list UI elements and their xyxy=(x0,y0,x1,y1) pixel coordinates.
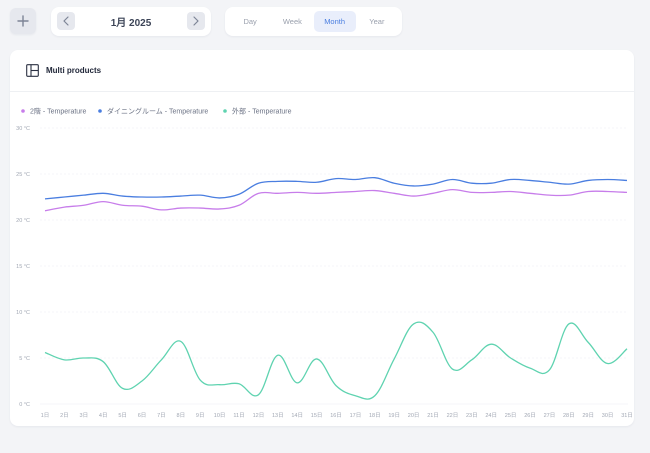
x-tick-label: 6日 xyxy=(138,412,147,419)
chevron-right-icon xyxy=(193,16,199,26)
x-tick-label: 5日 xyxy=(118,412,127,419)
tab-month[interactable]: Month xyxy=(313,11,356,32)
x-tick-label: 21日 xyxy=(427,412,439,419)
x-tick-label: 27日 xyxy=(544,412,556,419)
top-toolbar: 1月 2025 Day Week Month Year xyxy=(0,0,650,44)
y-tick-label: 15 °C xyxy=(16,264,30,270)
previous-month-button[interactable] xyxy=(57,12,75,30)
next-month-button[interactable] xyxy=(187,12,205,30)
x-tick-label: 24日 xyxy=(485,412,497,419)
panel-layout-icon xyxy=(26,64,39,77)
legend-item: 2階 - Temperature xyxy=(21,107,87,116)
y-tick-label: 5 °C xyxy=(19,356,30,362)
x-tick-label: 9日 xyxy=(196,412,205,419)
chart-card: Multi products 2階 - Temperature ダイニングルーム … xyxy=(10,50,634,426)
legend-item: ダイニングルーム - Temperature xyxy=(98,107,208,116)
y-tick-label: 25 °C xyxy=(16,172,30,178)
x-tick-label: 13日 xyxy=(272,412,284,419)
add-button[interactable] xyxy=(10,8,36,34)
legend-marker xyxy=(21,109,25,113)
x-tick-label: 22日 xyxy=(447,412,459,419)
x-tick-label: 15日 xyxy=(311,412,323,419)
legend-label: 2階 - Temperature xyxy=(30,107,87,116)
chevron-left-icon xyxy=(63,16,69,26)
legend-label: 外部 - Temperature xyxy=(232,107,292,116)
legend-label: ダイニングルーム - Temperature xyxy=(107,107,208,116)
x-tick-label: 8日 xyxy=(177,412,186,419)
x-tick-label: 30日 xyxy=(602,412,614,419)
x-tick-label: 16日 xyxy=(330,412,342,419)
x-tick-label: 31日 xyxy=(621,412,633,419)
x-tick-label: 26日 xyxy=(524,412,536,419)
card-title: Multi products xyxy=(46,66,102,75)
legend-item: 外部 - Temperature xyxy=(223,107,292,116)
x-tick-label: 2日 xyxy=(60,412,69,419)
x-tick-label: 20日 xyxy=(408,412,420,419)
legend-marker xyxy=(98,109,102,113)
x-tick-label: 1日 xyxy=(41,412,50,419)
y-tick-label: 10 °C xyxy=(16,310,30,316)
temperature-line-chart: 2階 - Temperature ダイニングルーム - Temperature 外部… xyxy=(16,107,633,420)
series-line-2 xyxy=(44,176,628,200)
card-header: Multi products xyxy=(10,50,634,92)
x-tick-label: 18日 xyxy=(369,412,381,419)
tab-day[interactable]: Day xyxy=(243,17,257,26)
legend-marker xyxy=(223,109,227,113)
y-tick-label: 30 °C xyxy=(16,126,30,132)
x-tick-label: 19日 xyxy=(388,412,400,419)
current-date-label: 1月 2025 xyxy=(110,18,152,29)
x-tick-label: 4日 xyxy=(99,412,108,419)
tab-week[interactable]: Week xyxy=(282,17,302,26)
x-tick-label: 23日 xyxy=(466,412,478,419)
x-tick-label: 25日 xyxy=(505,412,517,419)
tab-year[interactable]: Year xyxy=(369,17,385,26)
date-navigator: 1月 2025 xyxy=(51,7,211,36)
y-tick-label: 0 °C xyxy=(19,402,30,408)
series-line-1 xyxy=(44,188,628,212)
plus-icon xyxy=(17,15,29,27)
x-tick-label: 17日 xyxy=(350,412,362,419)
series-line-3 xyxy=(44,321,628,400)
x-tick-label: 12日 xyxy=(253,412,265,419)
y-tick-label: 20 °C xyxy=(16,218,30,224)
x-tick-label: 11日 xyxy=(233,412,244,419)
period-tabs: Day Week Month Year xyxy=(225,7,402,36)
x-tick-label: 29日 xyxy=(582,412,594,419)
x-tick-label: 14日 xyxy=(291,412,303,419)
x-tick-label: 10日 xyxy=(214,412,226,419)
x-tick-label: 7日 xyxy=(157,412,166,419)
x-tick-label: 28日 xyxy=(563,412,575,419)
x-tick-label: 3日 xyxy=(80,412,89,419)
